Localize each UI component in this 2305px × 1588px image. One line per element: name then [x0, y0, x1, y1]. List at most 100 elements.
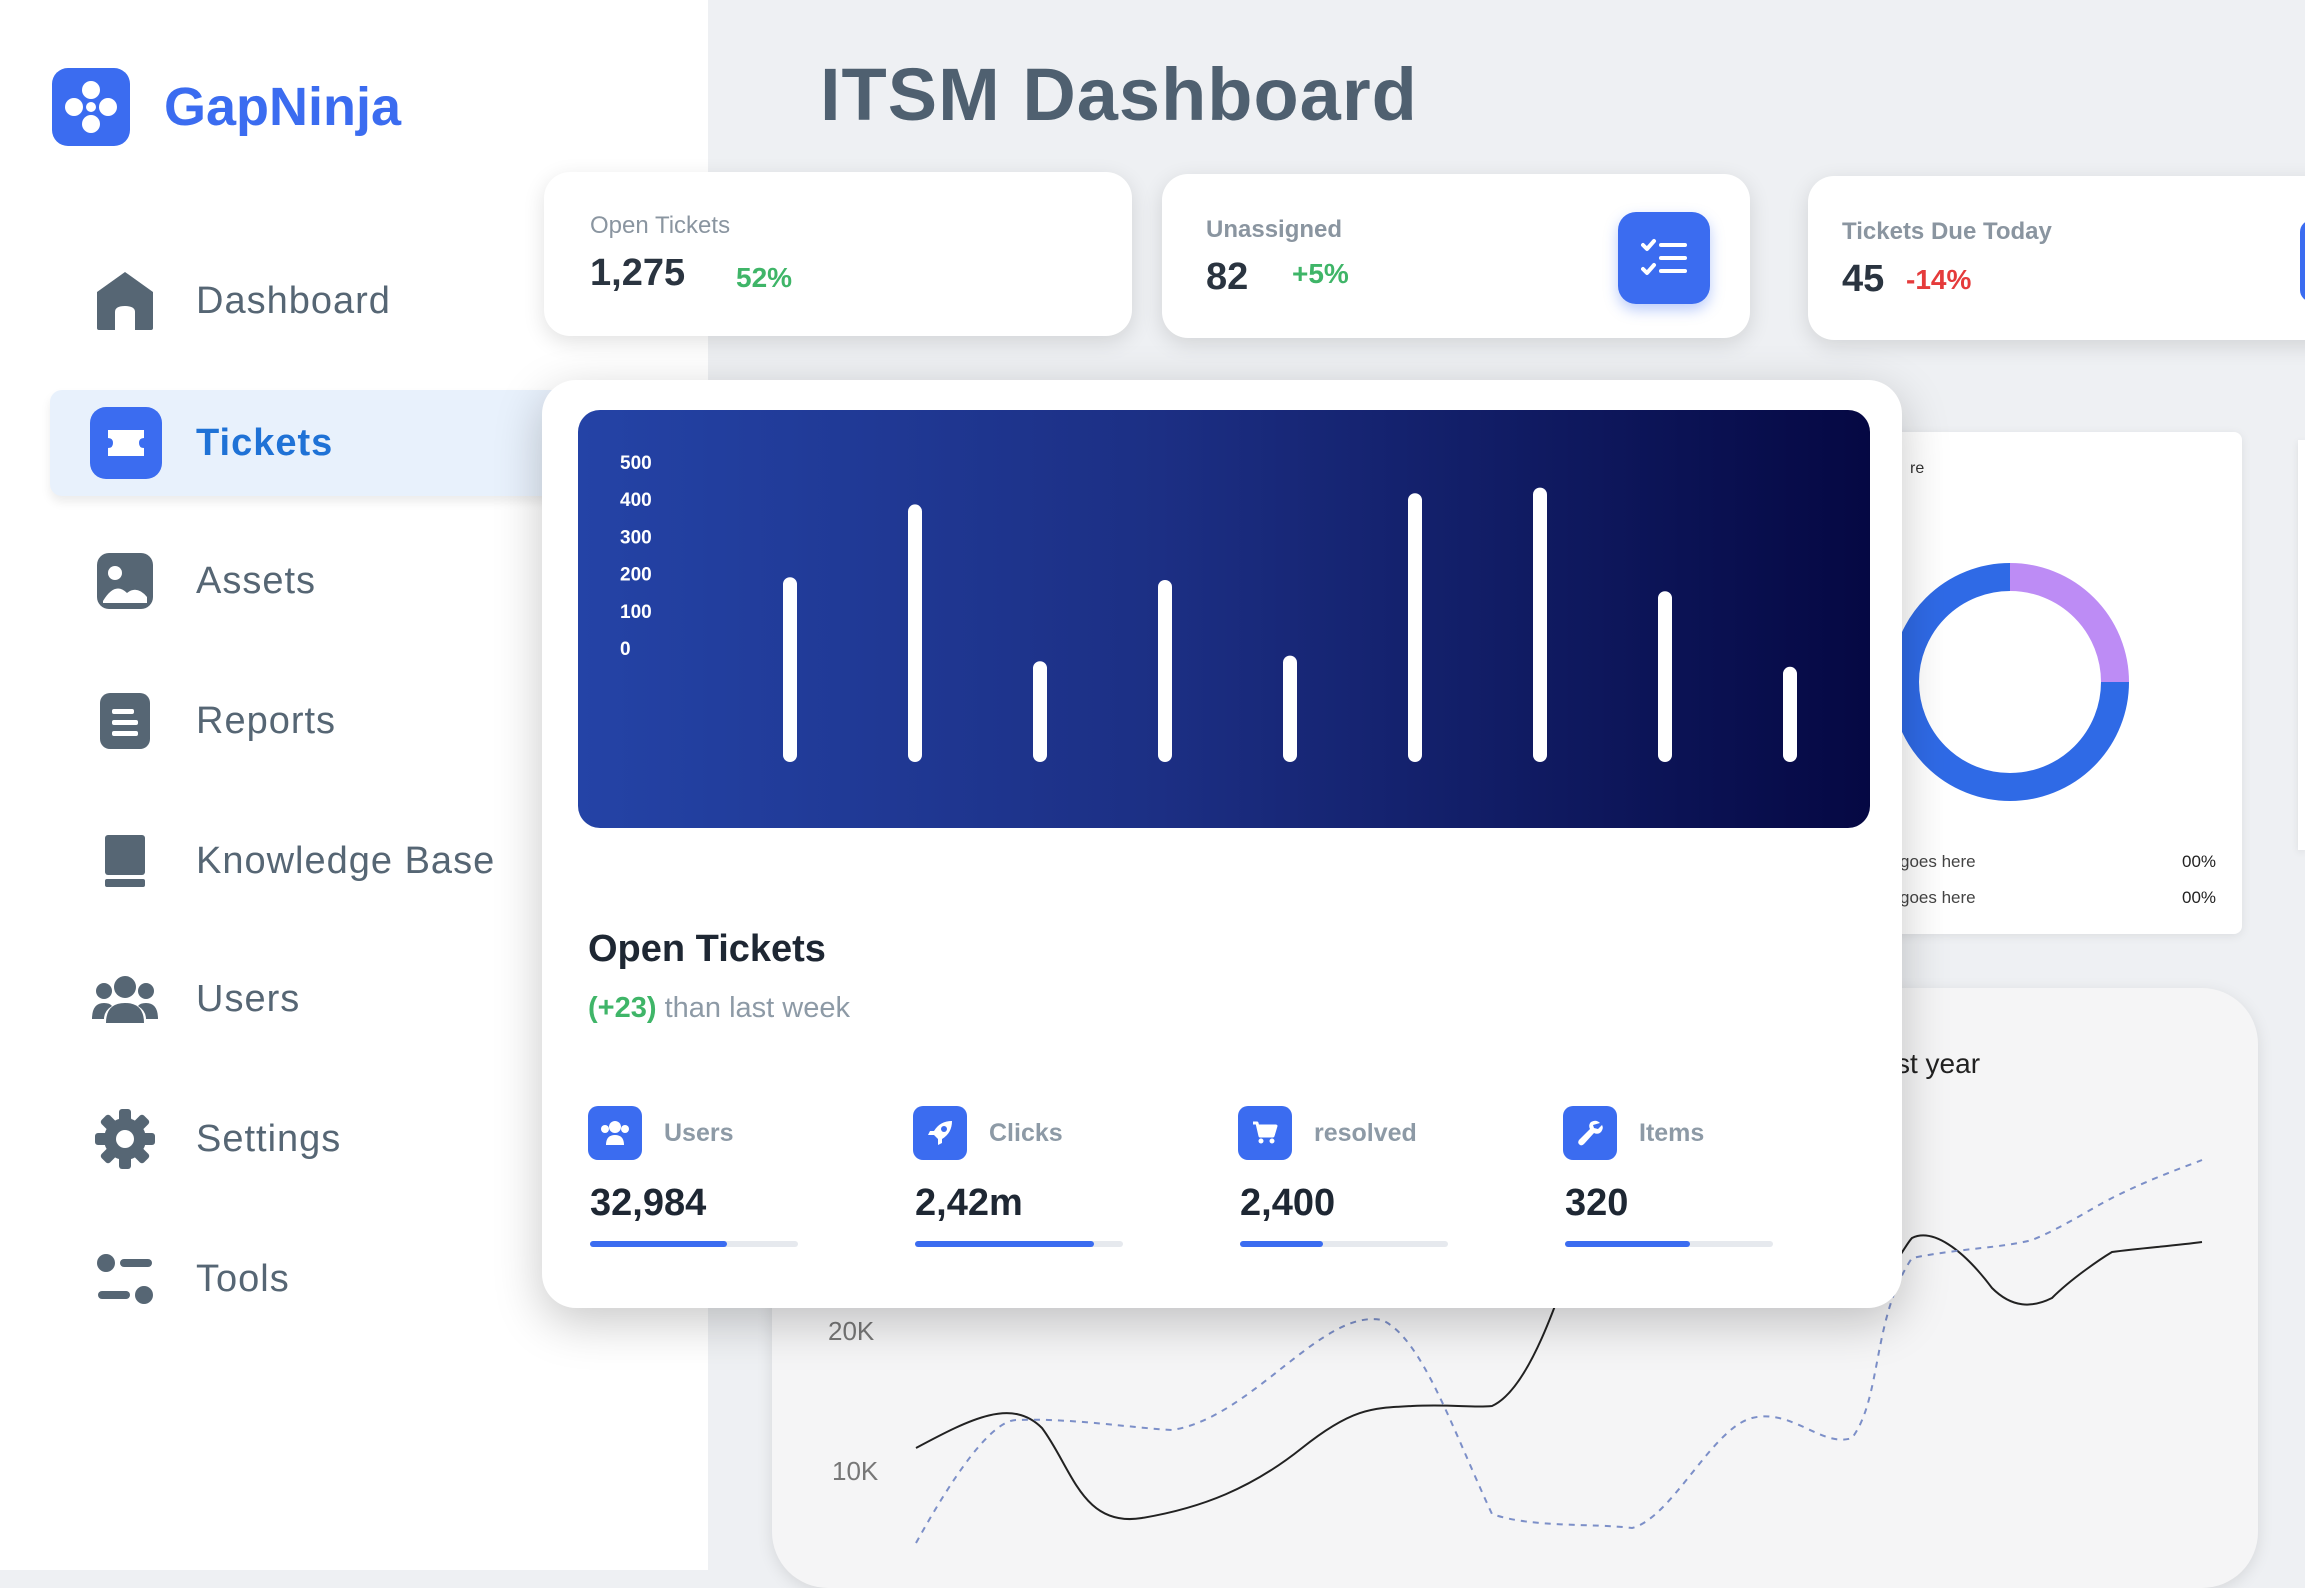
checklist-icon[interactable] — [1618, 212, 1710, 304]
sidebar-item-label: Tickets — [196, 421, 334, 464]
bar-chart-panel: 500 400 300 200 100 0 — [578, 410, 1870, 828]
metric-value: 2,400 — [1240, 1182, 1336, 1224]
stat-value: 82 — [1206, 256, 1249, 298]
sidebar-item-label: Assets — [196, 559, 317, 602]
donut-legend-label: goes here — [1900, 888, 1976, 907]
stat-value: 1,275 — [590, 252, 686, 294]
metric-progress-fill — [1240, 1241, 1324, 1247]
bar — [1408, 493, 1422, 762]
sidebar-item-label: Tools — [196, 1257, 290, 1300]
users-icon — [88, 962, 162, 1036]
stat-change: 52% — [736, 262, 793, 293]
sidebar-item-tickets[interactable]: Tickets — [50, 390, 570, 496]
stat-change: -14% — [1906, 264, 1972, 295]
page-title: ITSM Dashboard — [820, 53, 1418, 136]
sidebar-item-knowledge-base[interactable]: Knowledge Base — [50, 808, 570, 914]
card-subtitle-change: (+23) — [588, 992, 657, 1024]
y-tick-label: 0 — [620, 639, 631, 660]
users-icon — [588, 1106, 642, 1160]
metric-users: Users 32,984 — [588, 1106, 798, 1247]
donut-legend-value: 00% — [2182, 888, 2217, 907]
sidebar-item-label: Dashboard — [196, 279, 391, 322]
metric-label: Items — [1639, 1118, 1705, 1147]
app-logo[interactable]: GapNinja — [52, 68, 401, 146]
sidebar-item-settings[interactable]: Settings — [50, 1086, 570, 1192]
metric-value: 320 — [1565, 1182, 1629, 1224]
wrench-icon — [1563, 1106, 1617, 1160]
metric-value: 32,984 — [590, 1182, 707, 1224]
metric-label: Users — [664, 1118, 734, 1147]
card-title: Open Tickets — [588, 928, 826, 970]
bar-chart: 500 400 300 200 100 0 — [620, 453, 1797, 762]
metric-items: Items 320 — [1563, 1106, 1773, 1247]
metric-progress-fill — [590, 1241, 728, 1247]
bar — [1658, 591, 1672, 762]
sidebar-item-label: Knowledge Base — [196, 839, 496, 882]
sidebar-item-label: Reports — [196, 699, 337, 742]
sidebar-item-label: Settings — [196, 1117, 342, 1160]
bar — [1158, 580, 1172, 762]
metric-progress — [1565, 1241, 1773, 1247]
book-icon — [88, 824, 162, 898]
card-subtitle-text: than last week — [656, 992, 850, 1024]
stat-value: 45 — [1842, 258, 1885, 300]
sidebar-item-reports[interactable]: Reports — [50, 668, 570, 774]
stat-label: Open Tickets — [590, 212, 731, 239]
open-tickets-card: 500 400 300 200 100 0 Open Tickets (+23) than… — [542, 380, 1902, 1308]
bar — [1533, 487, 1547, 762]
sidebar-item-assets[interactable]: Assets — [50, 528, 570, 634]
metric-progress — [590, 1241, 798, 1247]
y-tick-label: 300 — [620, 527, 652, 548]
app-name: GapNinja — [164, 77, 402, 137]
rocket-icon — [913, 1106, 967, 1160]
donut-slice-purple — [2009, 563, 2129, 683]
metric-progress — [915, 1241, 1123, 1247]
image-icon — [88, 544, 162, 618]
metric-progress-fill — [1565, 1241, 1690, 1247]
bar — [1783, 666, 1797, 762]
donut-card-title: re — [1910, 460, 1925, 477]
donut-card: re goes here 00% goes here 00% — [1860, 432, 2242, 934]
bar — [908, 504, 922, 762]
offscreen-card-edge — [2298, 440, 2305, 850]
metric-value: 2,42m — [915, 1182, 1023, 1224]
gear-icon — [88, 1102, 162, 1176]
sidebar-item-users[interactable]: Users — [50, 946, 570, 1052]
ticket-icon — [90, 407, 162, 479]
card-subtitle: (+23) than last week — [588, 992, 850, 1025]
y-tick-label: 500 — [620, 453, 652, 474]
stat-card-unassigned: Unassigned 82 +5% — [1162, 174, 1750, 338]
home-icon — [88, 264, 162, 338]
y-tick-label: 100 — [620, 602, 652, 623]
document-icon — [88, 684, 162, 758]
stat-change: +5% — [1292, 258, 1349, 289]
logo-icon — [52, 68, 130, 146]
metric-label: resolved — [1314, 1118, 1417, 1147]
y-tick-label: 20K — [828, 1316, 875, 1346]
sidebar-item-label: Users — [196, 977, 301, 1020]
line-chart-title: st year — [1896, 1048, 1981, 1079]
sidebar-item-tools[interactable]: Tools — [50, 1226, 570, 1332]
stat-icon-edge — [2300, 220, 2305, 302]
bar — [1033, 661, 1047, 762]
y-tick-label: 200 — [620, 565, 652, 586]
metric-progress-fill — [915, 1241, 1094, 1247]
metric-label: Clicks — [989, 1118, 1063, 1147]
bar — [783, 577, 797, 762]
donut-chart — [1891, 563, 2129, 801]
donut-legend-value: 00% — [2182, 852, 2217, 871]
stat-card-due-today: Tickets Due Today 45 -14% — [1808, 176, 2305, 340]
y-tick-label: 400 — [620, 490, 652, 511]
sidebar-item-dashboard[interactable]: Dashboard — [50, 248, 570, 354]
donut-slice-blue — [1891, 563, 2129, 801]
stat-label: Unassigned — [1206, 216, 1343, 243]
cart-icon — [1238, 1106, 1292, 1160]
stat-card-open-tickets: Open Tickets 1,275 52% — [544, 172, 1132, 336]
metric-clicks: Clicks 2,42m — [913, 1106, 1123, 1247]
metric-resolved: resolved 2,400 — [1238, 1106, 1448, 1247]
stat-label: Tickets Due Today — [1842, 218, 2052, 245]
donut-legend-label: goes here — [1900, 852, 1976, 871]
sliders-icon — [88, 1242, 162, 1316]
bar — [1283, 655, 1297, 762]
metric-progress — [1240, 1241, 1448, 1247]
